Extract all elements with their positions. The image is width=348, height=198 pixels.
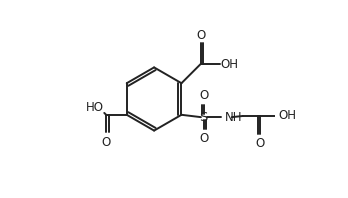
Text: NH: NH	[225, 111, 243, 124]
Text: OH: OH	[278, 109, 296, 123]
Text: HO: HO	[86, 101, 104, 114]
Text: OH: OH	[221, 57, 239, 70]
Text: O: O	[199, 132, 208, 145]
Text: S: S	[199, 111, 208, 124]
Text: O: O	[102, 136, 111, 149]
Text: O: O	[196, 29, 205, 42]
Text: O: O	[199, 89, 208, 102]
Text: O: O	[256, 137, 265, 150]
